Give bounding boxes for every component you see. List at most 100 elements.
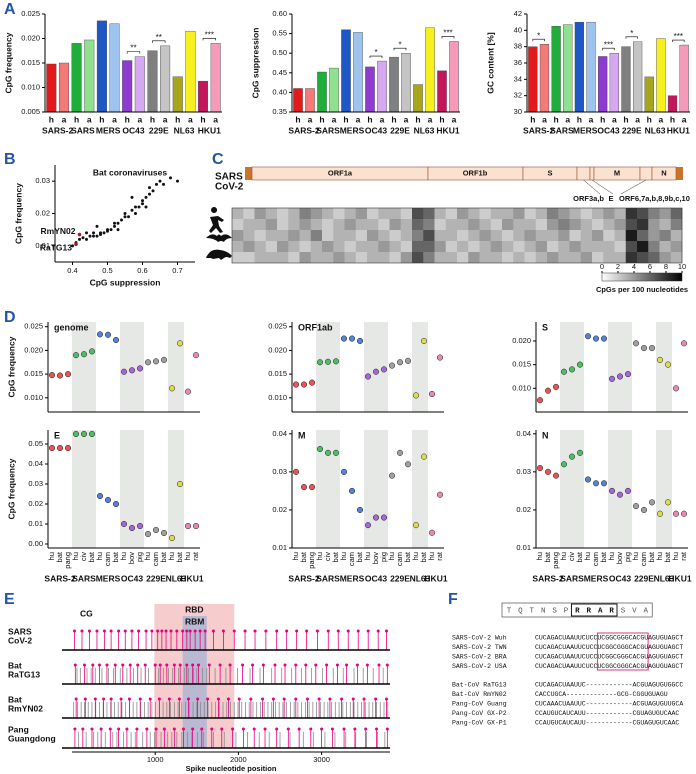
heat-cell <box>558 241 570 252</box>
heat-cell <box>288 252 300 263</box>
point <box>104 496 112 504</box>
region <box>182 616 207 748</box>
colorbar-tick-label: 4 <box>632 262 636 271</box>
group-label: 229E <box>390 125 410 135</box>
x-tick-label: h <box>367 114 372 124</box>
heat-cell <box>648 208 660 219</box>
significance-bracket <box>672 39 685 43</box>
y-tick-label: 34 <box>514 74 522 83</box>
heat-cell <box>322 219 334 230</box>
heat-cell <box>310 241 323 252</box>
cg-head <box>375 727 379 731</box>
heat-cell <box>243 219 255 230</box>
cg-head <box>108 727 112 731</box>
point <box>536 397 544 404</box>
x-tick-label: a <box>659 114 664 124</box>
y-tick-label: 0.025 <box>24 322 43 331</box>
track-label: RaTG13 <box>8 669 40 679</box>
heat-cell <box>378 219 390 230</box>
heat-cell <box>479 241 492 252</box>
point <box>404 357 412 364</box>
cg-head <box>314 663 318 667</box>
heat-cell <box>389 252 402 263</box>
cg-head <box>113 663 117 667</box>
heat-cell <box>614 219 627 230</box>
cg-head <box>188 629 192 633</box>
x-tick-label: hu <box>535 552 544 560</box>
x-tick-label: h <box>647 114 652 124</box>
colorbar-tick-label: 10 <box>678 262 686 271</box>
x-tick-label: hu <box>427 552 436 560</box>
cg-head <box>145 727 149 731</box>
heat-cell <box>625 208 638 219</box>
y-tick-label: 0.03 <box>28 479 43 488</box>
x-tick-label: a <box>213 114 218 124</box>
bar <box>632 41 643 113</box>
heat-cell <box>254 252 267 263</box>
y-tick-label: 0.015 <box>512 360 531 369</box>
heat-cell <box>614 208 627 219</box>
y-tick-label: 30 <box>514 107 522 116</box>
y-tick-label: 0.04 <box>28 459 43 468</box>
x-tick-label: bat <box>419 551 428 562</box>
cg-head <box>335 663 339 667</box>
cg-head <box>340 697 344 701</box>
heat-cell <box>344 208 357 219</box>
heat-cell <box>355 252 368 263</box>
bar <box>528 46 538 113</box>
point <box>141 202 144 206</box>
y-axis-label: GC content [%] <box>485 32 495 94</box>
bar <box>198 80 209 113</box>
bar <box>305 88 315 113</box>
x-tick-label: h <box>391 114 396 124</box>
x-tick-label: pig <box>379 552 388 562</box>
point <box>552 472 560 479</box>
motif-residue: R <box>609 607 614 615</box>
x-tick-label: h <box>49 114 54 124</box>
point <box>292 381 300 388</box>
heat-cell <box>322 208 334 219</box>
point <box>184 522 192 530</box>
bar <box>84 39 95 113</box>
x-tick-label: a <box>356 114 361 124</box>
group-label: MERS <box>573 125 598 135</box>
point <box>168 534 176 542</box>
heat-cell <box>569 241 582 252</box>
cg-head <box>297 727 301 731</box>
point <box>356 506 364 513</box>
heat-cell <box>592 241 604 252</box>
panel-label: E <box>4 591 15 608</box>
y-tick-label: 0.010 <box>512 383 531 392</box>
point <box>192 522 200 530</box>
cg-head <box>325 663 329 667</box>
x-tick-label: bov <box>371 552 380 564</box>
group-label: OC43 <box>609 573 631 583</box>
point <box>372 368 380 375</box>
motif-residue: S <box>621 607 626 615</box>
bar <box>425 27 435 113</box>
significance-bracket <box>532 38 545 42</box>
heat-cell <box>434 230 447 241</box>
bar <box>437 70 447 113</box>
cg-head <box>198 629 202 633</box>
x-tick-label: h <box>670 114 675 124</box>
x-tick-label: a <box>163 114 168 124</box>
x-tick-label: hu <box>671 552 680 560</box>
heat-cell <box>558 252 570 263</box>
point <box>192 352 200 359</box>
sequence: CUCAGACUAAUUC------------ACGUAGUGUGGCC <box>535 682 683 689</box>
point <box>608 487 616 494</box>
significance-label: * <box>630 29 633 38</box>
significance-label: * <box>374 48 377 57</box>
point <box>56 372 64 379</box>
point <box>624 487 632 494</box>
heat-cell <box>400 241 413 252</box>
heat-cell <box>299 208 312 219</box>
x-tick-label: bat <box>331 551 340 562</box>
bar <box>46 63 57 113</box>
bar <box>574 21 585 113</box>
group-label: SARS <box>316 573 340 583</box>
annotated-point <box>77 232 82 237</box>
point <box>113 224 116 228</box>
x-tick-label: bov <box>127 552 136 564</box>
